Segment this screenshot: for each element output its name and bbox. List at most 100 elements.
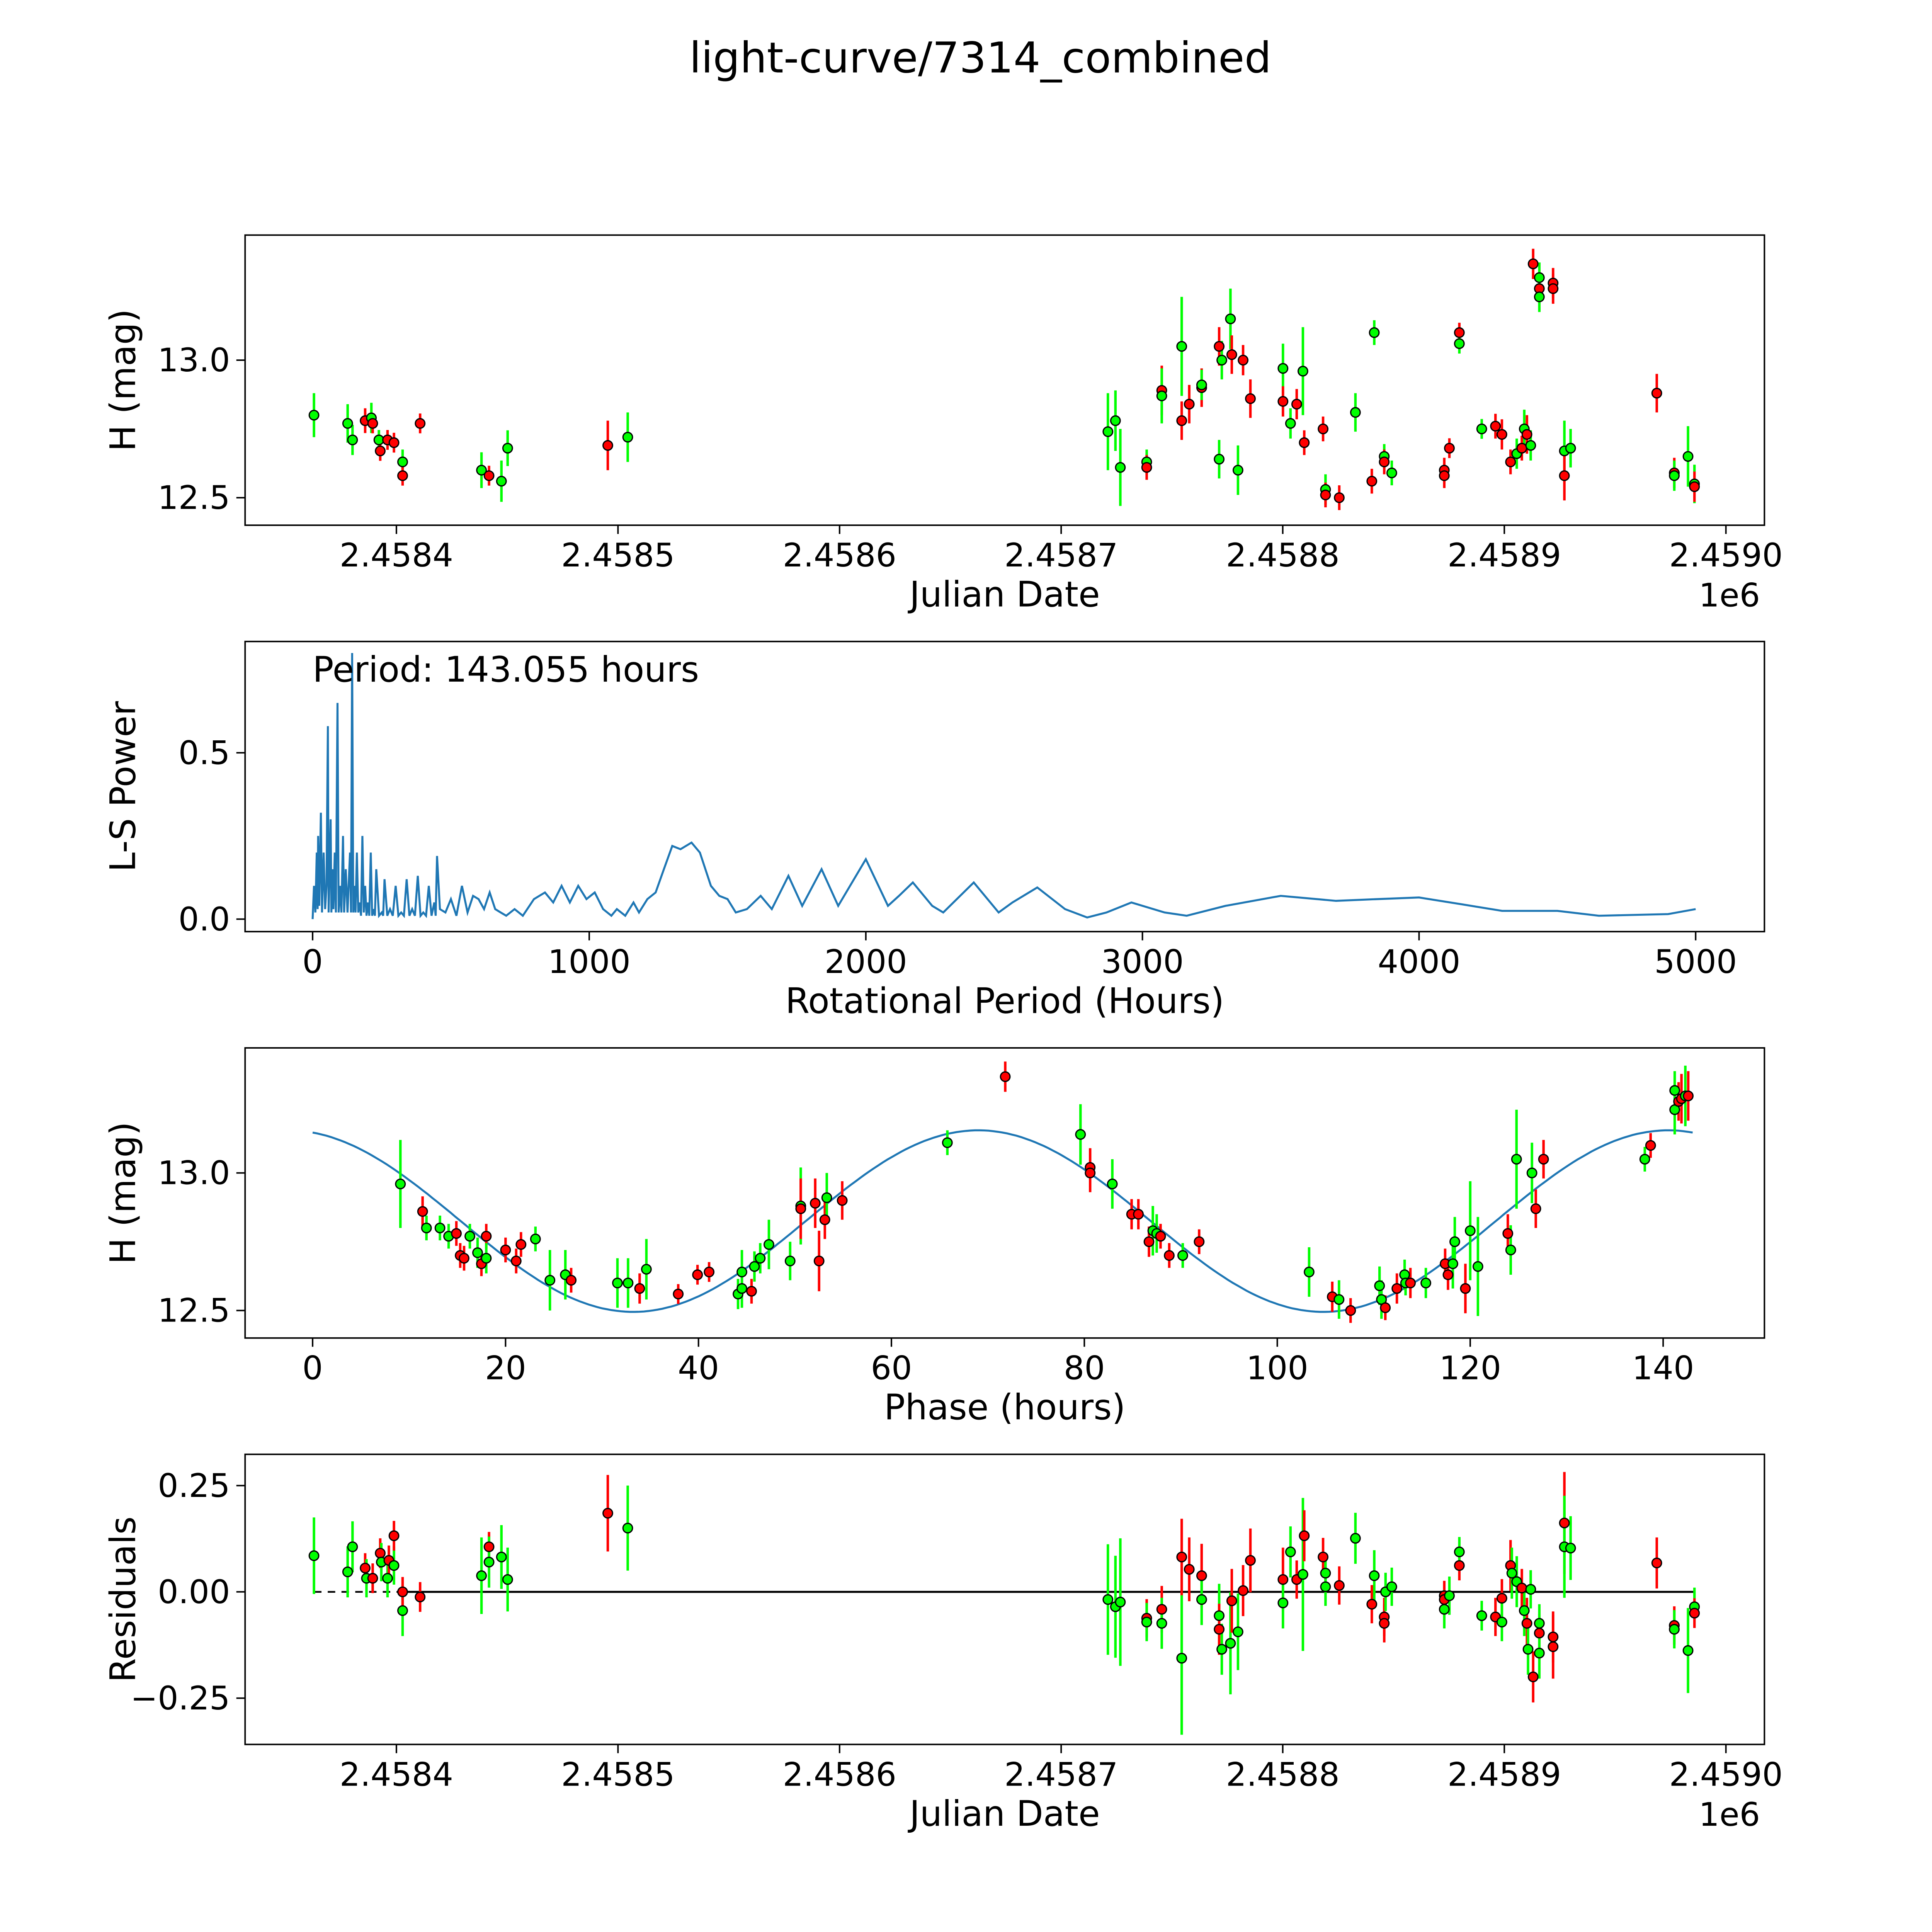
x-tick-label: 2.4589 bbox=[1447, 1755, 1561, 1793]
data-point bbox=[1525, 1584, 1536, 1595]
data-point bbox=[1176, 1551, 1187, 1563]
data-point bbox=[1379, 1618, 1390, 1629]
data-point bbox=[1460, 1283, 1471, 1294]
data-point bbox=[1511, 1154, 1522, 1165]
data-point bbox=[1496, 1616, 1507, 1628]
data-point bbox=[1490, 420, 1501, 432]
data-point bbox=[1115, 1597, 1126, 1608]
data-point bbox=[1516, 1582, 1527, 1594]
data-point bbox=[1521, 429, 1532, 440]
data-point bbox=[483, 1556, 495, 1568]
figure-title: light-curve/7314_combined bbox=[689, 33, 1271, 83]
data-point bbox=[1107, 1179, 1118, 1189]
data-point bbox=[1464, 1225, 1476, 1236]
data-point bbox=[1214, 341, 1225, 352]
data-point bbox=[1350, 1533, 1361, 1544]
data-point bbox=[1548, 1631, 1559, 1643]
data-point bbox=[1689, 481, 1700, 492]
data-point bbox=[481, 1231, 492, 1242]
data-point bbox=[500, 1245, 511, 1255]
data-point bbox=[476, 1570, 487, 1581]
data-point bbox=[1683, 1090, 1694, 1102]
data-point bbox=[1277, 363, 1289, 374]
y-tick-label: 13.0 bbox=[158, 341, 230, 379]
data-point bbox=[1527, 1671, 1539, 1682]
data-point bbox=[1559, 470, 1570, 481]
data-point bbox=[342, 1566, 353, 1577]
plot-area bbox=[311, 653, 1696, 919]
data-point bbox=[634, 1283, 645, 1294]
axes-frame bbox=[244, 1047, 1765, 1339]
data-point bbox=[388, 437, 400, 448]
data-point bbox=[566, 1275, 577, 1286]
data-point bbox=[1565, 442, 1576, 454]
data-point bbox=[1350, 407, 1361, 418]
plot-area bbox=[308, 1472, 1700, 1735]
data-point bbox=[1214, 1624, 1225, 1635]
data-point bbox=[1386, 1581, 1397, 1592]
data-point bbox=[1534, 1648, 1545, 1659]
data-point bbox=[1214, 1610, 1225, 1621]
data-point bbox=[1386, 468, 1397, 478]
y-tick-label: −0.25 bbox=[131, 1679, 230, 1717]
data-point bbox=[1285, 1546, 1296, 1558]
data-point bbox=[755, 1253, 766, 1264]
panel-lightcurve: 2.4584 2.4585 2.4586 2.4587 2.4588 2.4589 2.45… bbox=[103, 234, 1783, 615]
data-point bbox=[1519, 1605, 1530, 1616]
data-point bbox=[1115, 462, 1126, 473]
data-point bbox=[1505, 456, 1516, 468]
data-point bbox=[1689, 1607, 1700, 1619]
data-point bbox=[622, 1277, 634, 1289]
data-point bbox=[1075, 1129, 1086, 1140]
x-tick-label: 3000 bbox=[1101, 943, 1184, 981]
data-point bbox=[673, 1288, 684, 1299]
x-tick-label: 20 bbox=[485, 1349, 526, 1387]
data-point bbox=[1516, 442, 1527, 454]
data-point bbox=[1320, 489, 1331, 500]
data-point bbox=[415, 1592, 426, 1602]
data-point bbox=[375, 1548, 386, 1559]
y-tick-label: 0.00 bbox=[158, 1573, 230, 1611]
x-tick-label: 2.4586 bbox=[783, 536, 896, 574]
data-point bbox=[1141, 1616, 1152, 1628]
data-point bbox=[1454, 327, 1465, 338]
data-point bbox=[1216, 1644, 1227, 1655]
data-point bbox=[510, 1255, 522, 1267]
data-point bbox=[1214, 454, 1225, 465]
data-point bbox=[1639, 1154, 1650, 1165]
data-point bbox=[347, 1541, 358, 1553]
data-point bbox=[622, 432, 633, 443]
data-point bbox=[1238, 355, 1249, 366]
x-tick-label: 2.4587 bbox=[1004, 1755, 1118, 1793]
data-point bbox=[308, 1550, 320, 1561]
data-point bbox=[483, 470, 495, 481]
data-point bbox=[530, 1233, 541, 1245]
data-point bbox=[749, 1261, 760, 1272]
data-point bbox=[1155, 1231, 1166, 1242]
data-point bbox=[1669, 1624, 1680, 1635]
data-point bbox=[1380, 1302, 1391, 1313]
data-point bbox=[1454, 1560, 1465, 1571]
data-point bbox=[451, 1228, 462, 1239]
data-point bbox=[1156, 1604, 1167, 1615]
data-point bbox=[515, 1239, 527, 1250]
data-point bbox=[1374, 1280, 1385, 1291]
axes-frame bbox=[244, 641, 1765, 932]
axes-frame bbox=[244, 234, 1765, 526]
data-point bbox=[1526, 1167, 1537, 1179]
data-point bbox=[1176, 341, 1187, 352]
data-point bbox=[476, 464, 487, 476]
data-point bbox=[1184, 399, 1195, 410]
y-tick-label: 13.0 bbox=[158, 1154, 230, 1192]
data-point bbox=[1506, 1568, 1517, 1579]
data-point bbox=[1320, 1581, 1331, 1592]
data-point bbox=[819, 1214, 830, 1225]
data-point bbox=[602, 1508, 613, 1519]
axes-frame bbox=[244, 1453, 1765, 1745]
data-point bbox=[1277, 396, 1289, 407]
data-point bbox=[397, 1605, 408, 1616]
data-point bbox=[1184, 1564, 1195, 1575]
panel-phased: 0 20 40 60 80 100 120 140 12.5 13.0 Phase (hours) H… bbox=[103, 1047, 1765, 1428]
data-point bbox=[1559, 1517, 1570, 1529]
